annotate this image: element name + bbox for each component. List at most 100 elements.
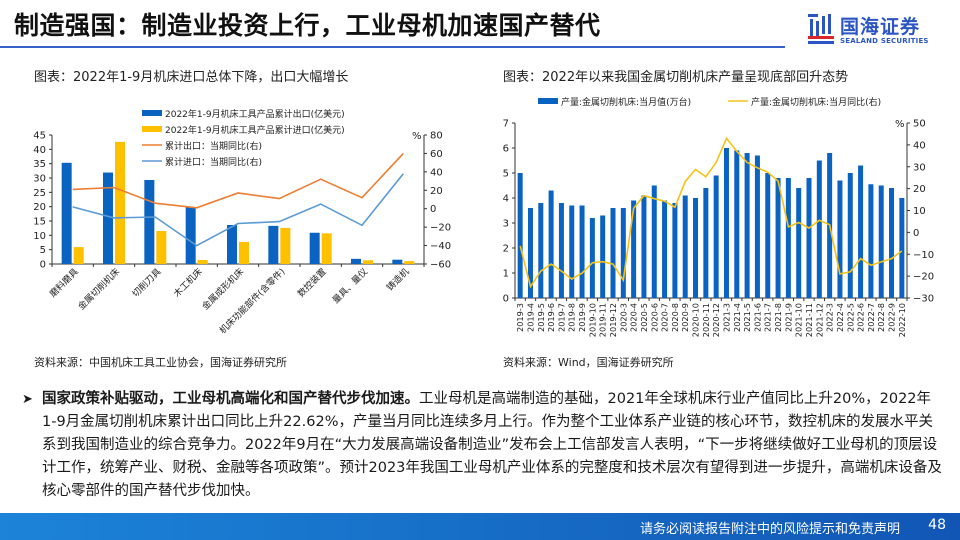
bar-primary (672, 203, 678, 298)
x-tick-label: 数控装置 (295, 266, 329, 300)
bar-primary (309, 232, 320, 264)
x-tick-label: 磨料磨具 (47, 266, 81, 300)
bar-primary (796, 188, 802, 298)
bar-primary (889, 188, 895, 298)
x-tick-label: 2020-4 (629, 303, 639, 332)
bar-primary (806, 178, 812, 298)
bar-primary (775, 178, 781, 298)
right-y-tick-label: 20 (430, 186, 443, 197)
disclaimer-link[interactable]: 请务必阅读报告附注中的风险提示和免责声明 (639, 522, 900, 537)
logo-text-cn: 国海证券 (840, 16, 921, 38)
bar-secondary (73, 247, 84, 264)
arrow-bullet-icon: ➤ (22, 392, 33, 407)
right-y-tick-label: 0 (913, 228, 919, 239)
bar-primary (538, 203, 544, 298)
legend-swatch (538, 98, 558, 104)
x-tick-label: 机床功能部件(含零件) (217, 266, 288, 337)
bar-primary (837, 180, 843, 298)
series-line-1 (72, 152, 404, 209)
x-tick-label: 2022-7 (866, 303, 876, 332)
bar-primary (713, 175, 719, 298)
bar-primary (734, 150, 740, 298)
x-tick-label: 2020-5 (639, 303, 649, 332)
x-tick-label: 2021-3 (721, 303, 731, 332)
bar-primary (723, 148, 729, 298)
series-line-1 (519, 136, 903, 289)
right-chart-title: 图表：2022年以来我国金属切削机床产量呈现底部回升态势 (503, 70, 849, 85)
x-tick-label: 2022-6 (856, 303, 866, 332)
bar-primary (185, 207, 196, 264)
x-tick-label: 2019-4 (525, 303, 535, 332)
bar-primary (816, 160, 822, 298)
bar-primary (858, 165, 864, 298)
logo-text-en: SEALAND SECURITIES (840, 37, 929, 45)
x-tick-label: 切削刀具 (130, 266, 164, 300)
bar-primary (754, 155, 760, 298)
company-logo: 国海证券 SEALAND SECURITIES (808, 12, 948, 52)
bar-primary (847, 173, 853, 298)
x-tick-label: 2022-8 (876, 303, 886, 332)
bar-primary (868, 184, 874, 298)
x-tick-label: 2022-3 (825, 303, 835, 332)
x-tick-label: 2019-3 (515, 303, 525, 332)
bar-secondary (363, 260, 373, 264)
bar-primary (569, 205, 575, 298)
left-y-tick-label: 0 (503, 294, 509, 305)
legend-swatch (142, 110, 162, 116)
bar-primary (765, 173, 771, 298)
x-tick-label: 2021-4 (732, 303, 742, 332)
x-tick-label: 2021-9 (783, 303, 793, 332)
bar-primary (693, 198, 699, 298)
bar-primary (579, 205, 585, 298)
right-y-tick-label: −10 (913, 250, 934, 261)
bar-primary (899, 198, 905, 298)
bar-primary (620, 208, 626, 298)
x-tick-label: 2019-8 (567, 303, 577, 332)
bar-primary (61, 162, 72, 264)
left-chart: 0 5 10 15 20 25 30 35 40 45 −60 −40 −20 0 20 40 60 80% 磨料磨… (33, 108, 451, 337)
bar-secondary (156, 231, 167, 264)
left-y-tick-label: 45 (33, 131, 46, 142)
bar-secondary (280, 227, 291, 264)
legend-label: 累计出口：当期同比(右) (165, 140, 262, 152)
left-y-tick-label: 0 (40, 260, 46, 271)
bar-primary (651, 185, 657, 298)
bar-secondary (321, 233, 332, 264)
x-tick-label: 2019-10 (587, 303, 597, 337)
left-y-tick-label: 10 (33, 231, 46, 242)
right-y-tick-label: −40 (430, 241, 451, 252)
bar-primary (392, 259, 403, 264)
right-y-axis-unit: % (412, 131, 422, 142)
x-tick-label: 2019-11 (598, 303, 608, 337)
x-tick-label: 铸造机 (384, 266, 412, 294)
bar-primary (268, 225, 279, 264)
right-y-tick-label: 0 (430, 204, 436, 215)
key-point-body: 工业母机是高端制造的基础，2021年全球机床行业产值同比上升20%，2022年1… (42, 391, 942, 499)
x-tick-label: 2019-6 (546, 303, 556, 332)
bar-primary (703, 188, 709, 298)
right-y-tick-label: 20 (913, 184, 926, 195)
bar-primary (682, 195, 688, 298)
bar-secondary (239, 241, 249, 264)
x-tick-label: 2019-7 (556, 303, 566, 332)
x-tick-label: 金属切削机床 (75, 266, 122, 313)
bar-primary (227, 225, 237, 264)
left-y-tick-label: 35 (33, 159, 46, 170)
x-tick-label: 2020-6 (649, 303, 659, 332)
left-chart-title: 图表：2022年1-9月机床进口总体下降，出口大幅增长 (34, 70, 349, 85)
x-tick-label: 2021-12 (814, 303, 824, 337)
right-y-tick-label: −30 (913, 294, 934, 305)
series-line-2 (72, 173, 404, 247)
bar-primary (589, 218, 595, 298)
bar-secondary (404, 261, 415, 264)
footer-bar: 请务必阅读报告附注中的风险提示和免责声明 48 (0, 513, 960, 540)
right-y-tick-label: −60 (430, 260, 451, 271)
left-y-tick-label: 5 (40, 245, 46, 256)
x-tick-label: 2021-6 (752, 303, 762, 332)
x-tick-label: 2020-11 (701, 303, 711, 337)
right-y-tick-label: 10 (913, 206, 926, 217)
legend-label: 2022年1-9月机床工具产品累计进口(亿美元) (165, 124, 345, 136)
logo-mark-icon (808, 14, 834, 44)
x-tick-label: 2020-12 (711, 303, 721, 337)
